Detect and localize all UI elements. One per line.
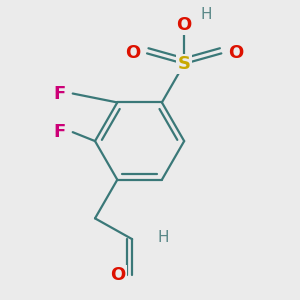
Text: F: F [53, 123, 65, 141]
Text: O: O [228, 44, 243, 62]
Text: S: S [178, 55, 191, 73]
Text: O: O [110, 266, 125, 284]
Text: H: H [201, 7, 212, 22]
Text: O: O [125, 44, 140, 62]
Text: H: H [158, 230, 169, 245]
Text: O: O [177, 16, 192, 34]
Text: F: F [53, 85, 65, 103]
